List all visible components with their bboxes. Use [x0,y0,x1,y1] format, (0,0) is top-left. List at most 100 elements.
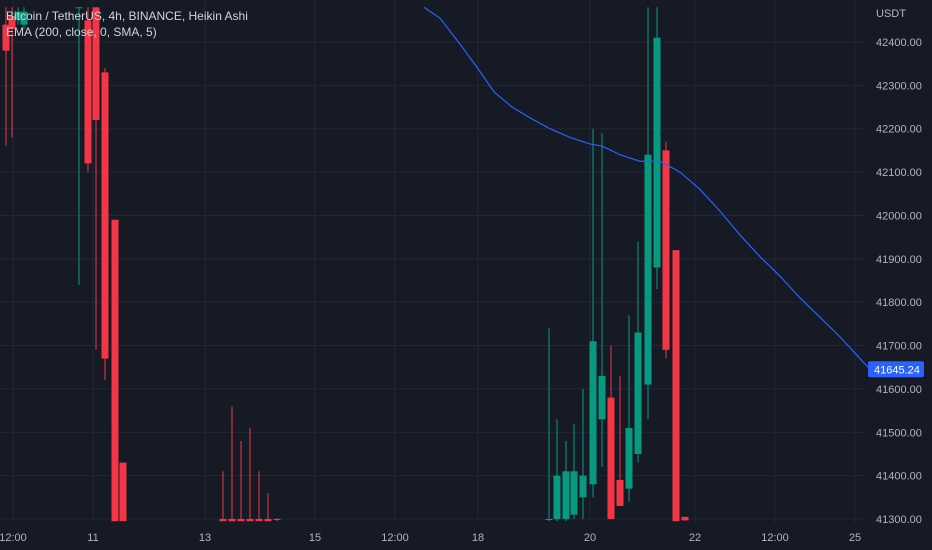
candle-up [644,7,652,420]
candle-body [8,15,16,29]
y-tick-label: 42100.00 [876,167,922,179]
candle-body [75,7,83,9]
candle-up [589,128,597,498]
candle-body [264,519,272,522]
y-tick-label: 42200.00 [876,124,922,136]
candle-body [598,375,606,420]
candle-body [119,462,127,522]
candle-up [562,440,570,522]
y-tick-label: 41900.00 [876,254,922,266]
candle-body [553,475,561,519]
candle-body [662,150,670,350]
x-tick-label: 15 [309,532,321,544]
x-tick-label: 11 [87,532,98,544]
candle-down [92,7,100,350]
candle-down [273,518,281,522]
candle-body [84,20,92,164]
candle-down [237,440,245,522]
y-tick-label: 41700.00 [876,341,922,353]
candle-body [2,24,10,51]
candle-up [14,7,22,25]
candle-down [119,462,127,522]
candle-body [14,11,22,21]
candle-down [662,141,670,359]
y-tick-label: 41600.00 [876,384,922,396]
y-tick-label: 41500.00 [876,427,922,439]
candles [2,7,689,522]
x-axis-background [0,523,932,550]
candle-down [111,219,119,522]
candle-body [644,154,652,385]
candle-down [228,406,236,522]
last-price-tag-bg [868,361,924,378]
candle-down [607,345,615,519]
candle-body [92,7,100,121]
candle-down [219,471,227,522]
candle-body [589,341,597,485]
candle-up [579,388,587,519]
candle-down [246,427,254,522]
candle-body [545,519,553,520]
y-tick-label: 42000.00 [876,210,922,222]
candle-body [101,72,109,359]
candle-body [228,519,236,522]
candle-body [219,519,227,522]
candle-body [672,250,680,522]
candle-up [634,241,642,463]
candle-body [111,219,119,522]
ema-layer [423,6,871,370]
candle-body [653,37,661,268]
candle-down [616,375,624,506]
candle-down [101,68,109,381]
x-axis: 12:00 11 13 15 12:00 18 20 22 12:00 25 [0,523,932,550]
candle-up [20,7,28,29]
x-tick-label: 18 [472,532,484,544]
candle-up [545,328,553,522]
candle-up [75,7,83,285]
x-tick-label: 20 [584,532,596,544]
x-tick-label: 22 [689,532,701,544]
y-tick-label: 41400.00 [876,471,922,483]
candle-body [625,427,633,489]
candle-up [625,315,633,502]
candle-body [562,471,570,519]
y-tick-label: 42300.00 [876,80,922,92]
x-tick-label: 12:00 [0,532,27,544]
candle-up [570,423,578,519]
grid [0,0,865,523]
candle-body [255,519,263,522]
candle-down [8,7,16,138]
candle-body [681,516,689,521]
x-tick-label: 12:00 [381,532,409,544]
y-axis-unit: USDT [876,8,906,20]
candle-body [246,519,254,522]
candle-up [553,419,561,522]
last-price-label: 41645.24 [874,364,920,376]
x-tick-label: 12:00 [761,532,789,544]
candle-up [598,133,606,467]
candle-down [264,492,272,522]
candle-down [84,7,92,173]
x-tick-label: 13 [199,532,211,544]
candle-body [607,397,615,519]
x-tick-label: 25 [849,532,861,544]
candle-down [255,471,263,522]
last-price-tag: 41645.24 [868,361,924,378]
candle-body [579,475,587,498]
candle-down [2,7,10,147]
ema-line [423,6,871,370]
candle-body [20,11,28,25]
candle-body [634,332,642,454]
candle-body [570,471,578,515]
y-axis: USDT41300.0041400.0041500.0041600.004170… [876,8,922,526]
candle-body [237,519,245,522]
candle-down [681,516,689,522]
y-tick-label: 42400.00 [876,37,922,49]
candle-body [273,519,281,520]
candle-up [653,7,661,290]
y-tick-label: 41800.00 [876,297,922,309]
candle-down [672,250,680,522]
candle-body [616,479,624,506]
